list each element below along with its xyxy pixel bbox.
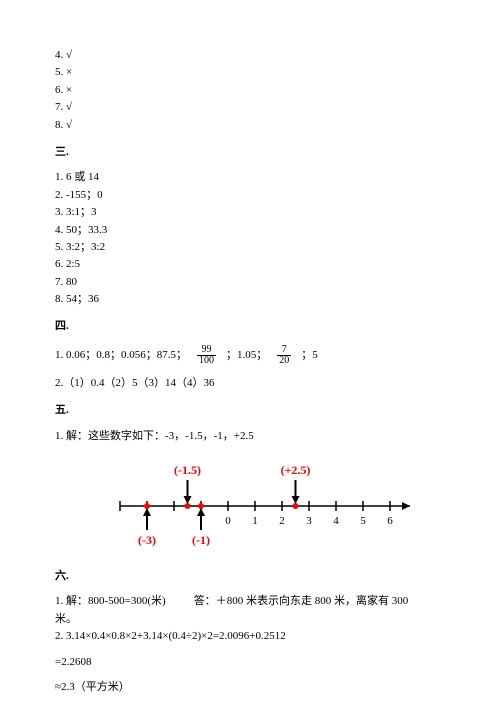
denominator: 100 — [197, 356, 216, 366]
q1-part-c: ；5 — [301, 348, 318, 363]
q1-cont: 米。 — [55, 612, 445, 627]
svg-text:0: 0 — [225, 515, 231, 527]
item: 6. 2:5 — [55, 257, 445, 272]
svg-text:3: 3 — [306, 515, 312, 527]
item: 8. 54；36 — [55, 292, 445, 307]
svg-text:(+2.5): (+2.5) — [281, 463, 311, 477]
q2-step: =2.2608 — [55, 655, 445, 670]
q2: 2.（1）0.4（2）5（3）14（4）36 — [55, 376, 445, 391]
svg-text:6: 6 — [387, 515, 393, 527]
item: 2. -155；0 — [55, 188, 445, 203]
svg-text:5: 5 — [360, 515, 366, 527]
q2-result: ≈2.3（平方米） — [55, 680, 445, 695]
q1: 1. 解：800-500=300(米) 答：＋800 米表示向东走 800 米，… — [55, 594, 445, 609]
section-3-title: 三. — [55, 145, 445, 160]
item: 6. × — [55, 83, 445, 98]
section-5-title: 五. — [55, 403, 445, 418]
section-6-title: 六. — [55, 569, 445, 584]
q2: 2. 3.14×0.4×0.8×2+3.14×(0.4÷2)×2=2.0096+… — [55, 629, 445, 644]
item: 8. √ — [55, 118, 445, 133]
fraction-7-20: 7 20 — [277, 345, 291, 366]
svg-text:1: 1 — [252, 515, 258, 527]
item: 7. √ — [55, 100, 445, 115]
section-4-title: 四. — [55, 319, 445, 334]
svg-text:(-3): (-3) — [138, 533, 156, 547]
section-3-body: 1. 6 或 14 2. -155；0 3. 3:1；3 4. 50；33.3 … — [55, 170, 445, 307]
fraction-99-100: 99 100 — [197, 345, 216, 366]
svg-text:(-1.5): (-1.5) — [174, 463, 201, 477]
section-2-tail: 4. √ 5. × 6. × 7. √ 8. √ — [55, 48, 445, 133]
q1-part-a: 1. 0.06；0.8；0.056；87.5； — [55, 348, 187, 363]
svg-text:4: 4 — [333, 515, 339, 527]
item: 7. 80 — [55, 275, 445, 290]
item: 5. 3:2；3:2 — [55, 240, 445, 255]
section-4-body: 1. 0.06；0.8；0.056；87.5； 99 100 ；1.05； 7 … — [55, 345, 445, 391]
section-5-body: 1. 解：这些数字如下：-3，-1.5，-1，+2.5 — [55, 429, 445, 444]
number-line-diagram: 0 1 2 3 4 5 6 (-1.5) (+2.5) (-3) (-1) — [55, 456, 445, 551]
q1-part-b: ；1.05； — [226, 348, 267, 363]
section-6-body: 1. 解：800-500=300(米) 答：＋800 米表示向东走 800 米，… — [55, 594, 445, 695]
q1-calc: 1. 解：800-500=300(米) — [55, 594, 166, 609]
item: 4. 50；33.3 — [55, 223, 445, 238]
svg-text:2: 2 — [279, 515, 285, 527]
item: 4. √ — [55, 48, 445, 63]
item: 1. 6 或 14 — [55, 170, 445, 185]
item: 3. 3:1；3 — [55, 205, 445, 220]
item: 5. × — [55, 65, 445, 80]
denominator: 20 — [277, 356, 291, 366]
svg-text:(-1): (-1) — [192, 533, 210, 547]
q1-answer: 答：＋800 米表示向东走 800 米，离家有 300 — [194, 594, 409, 609]
q1: 1. 0.06；0.8；0.056；87.5； 99 100 ；1.05； 7 … — [55, 345, 445, 366]
q1: 1. 解：这些数字如下：-3，-1.5，-1，+2.5 — [55, 429, 445, 444]
